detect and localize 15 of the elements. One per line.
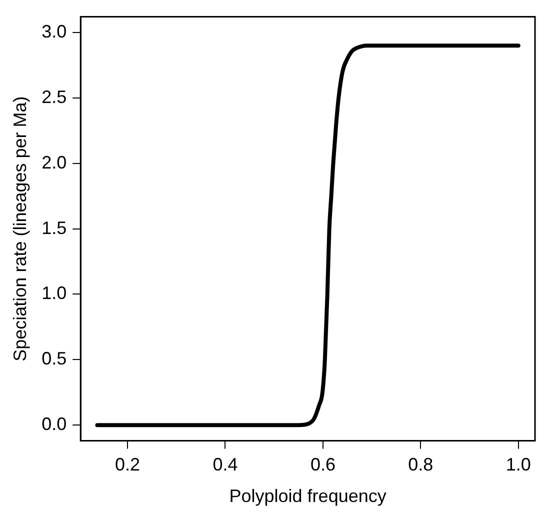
y-tick-label: 1.5 — [42, 218, 67, 238]
line-series — [95, 44, 520, 428]
y-tick-label: 0.0 — [42, 414, 67, 434]
y-tick-label: 0.5 — [42, 348, 67, 369]
y-tick-label: 1.0 — [42, 283, 67, 304]
x-tick-label: 0.4 — [212, 454, 238, 475]
x-tick-label: 1.0 — [506, 454, 531, 475]
x-tick-label: 0.8 — [408, 454, 434, 475]
y-axis-title: Speciation rate (lineages per Ma) — [10, 96, 30, 362]
x-tick-label: 0.6 — [310, 454, 336, 475]
y-tick-label: 2.5 — [42, 86, 67, 107]
x-tick-label: 0.2 — [115, 454, 140, 475]
y-tick-label: 2.0 — [42, 152, 67, 172]
x-axis-title: Polyploid frequency — [229, 486, 386, 506]
y-tick-label: 3.0 — [42, 21, 67, 42]
